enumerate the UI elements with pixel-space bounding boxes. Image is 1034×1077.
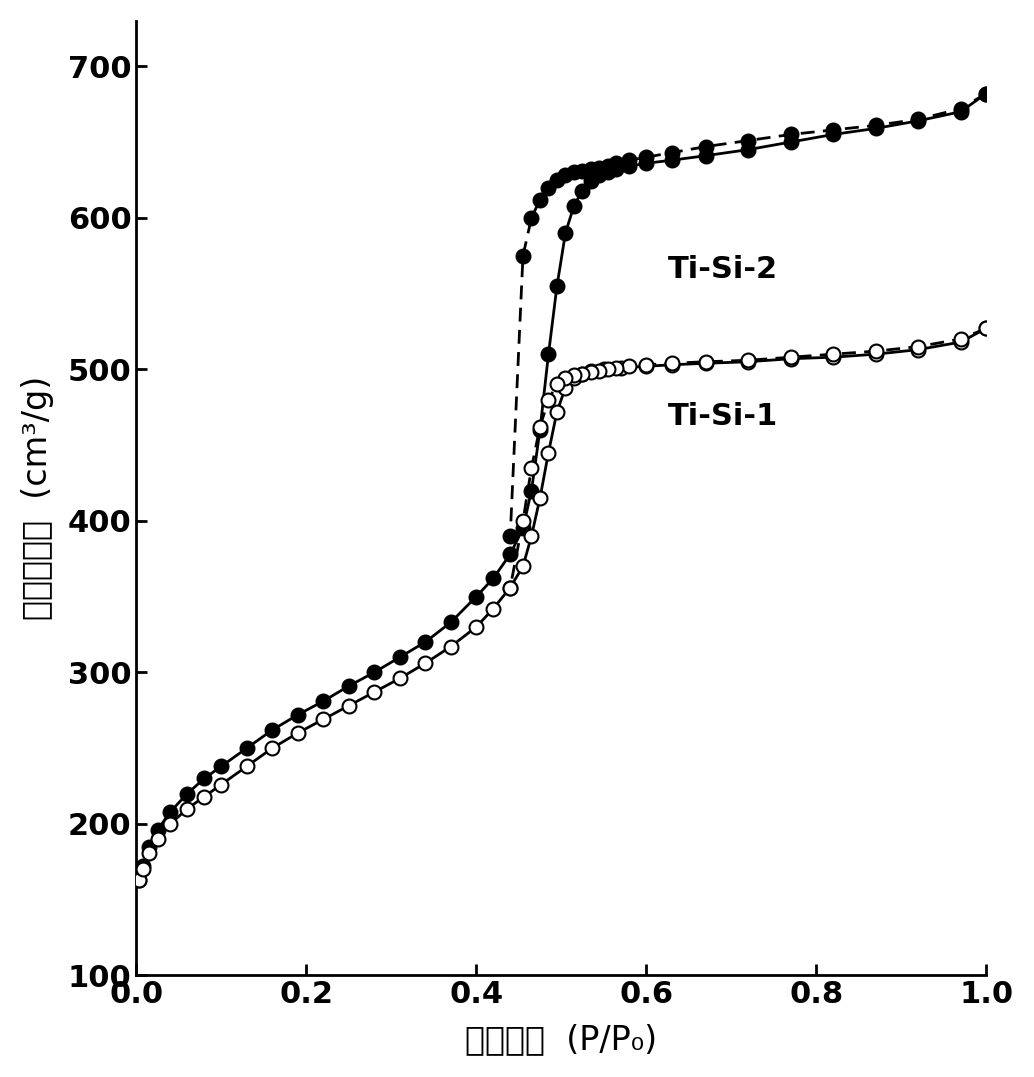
- Text: Ti-Si-2: Ti-Si-2: [667, 255, 778, 284]
- Y-axis label: 体积吸附量  (cm³/g): 体积吸附量 (cm³/g): [21, 376, 54, 620]
- Text: Ti-Si-1: Ti-Si-1: [667, 403, 778, 432]
- X-axis label: 相对压力  (P/P₀): 相对压力 (P/P₀): [465, 1023, 658, 1057]
